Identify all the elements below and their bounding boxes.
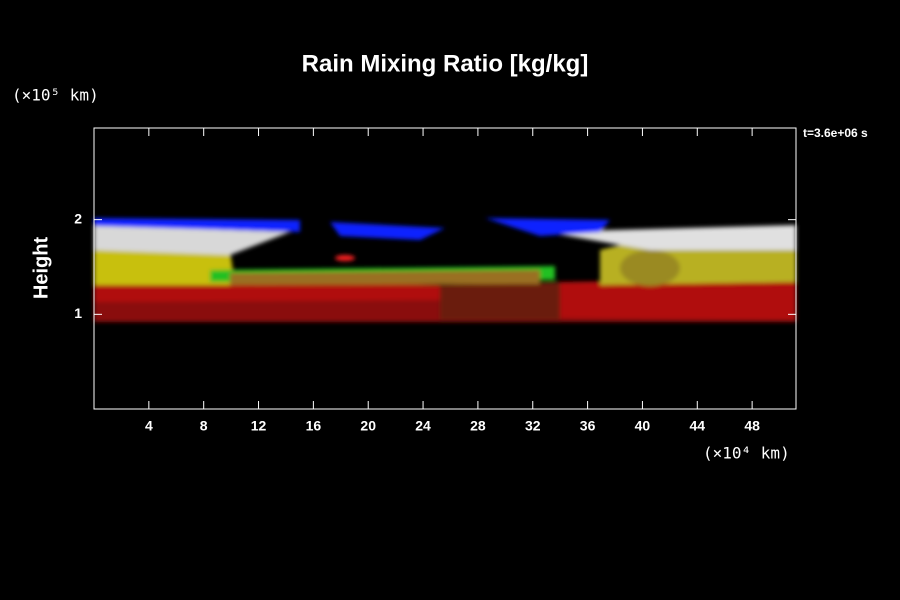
x-tick-label: 44 bbox=[689, 418, 705, 434]
field-blob bbox=[620, 250, 680, 286]
x-tick-label: 16 bbox=[306, 418, 322, 434]
x-tick-label: 36 bbox=[580, 418, 596, 434]
x-tick-label: 32 bbox=[525, 418, 541, 434]
field-blob bbox=[335, 255, 355, 261]
field-band bbox=[440, 282, 560, 320]
chart-title: Rain Mixing Ratio [kg/kg] bbox=[302, 50, 589, 77]
field-band bbox=[560, 278, 796, 320]
field-band bbox=[485, 218, 610, 236]
field-band bbox=[94, 218, 300, 232]
x-tick-label: 28 bbox=[470, 418, 486, 434]
x-unit: (×10⁴ km) bbox=[703, 444, 790, 463]
x-tick-label: 48 bbox=[744, 418, 760, 434]
x-tick-label: 4 bbox=[145, 418, 153, 434]
y-axis-label: Height bbox=[30, 237, 52, 300]
x-tick-label: 40 bbox=[635, 418, 651, 434]
time-annotation: t=3.6e+06 s bbox=[803, 126, 868, 140]
x-tick-label: 24 bbox=[415, 418, 431, 434]
field-band bbox=[545, 225, 796, 250]
y-tick-label: 1 bbox=[74, 305, 82, 321]
field bbox=[94, 218, 796, 322]
plot-frame bbox=[93, 127, 797, 410]
field-band bbox=[230, 270, 540, 285]
field-band bbox=[330, 222, 445, 240]
y-unit: (×10⁵ km) bbox=[12, 86, 99, 105]
x-tick-label: 20 bbox=[360, 418, 376, 434]
x-tick-label: 12 bbox=[251, 418, 267, 434]
field-band bbox=[94, 225, 290, 255]
y-tick-label: 2 bbox=[74, 210, 82, 226]
x-tick-label: 8 bbox=[200, 418, 208, 434]
